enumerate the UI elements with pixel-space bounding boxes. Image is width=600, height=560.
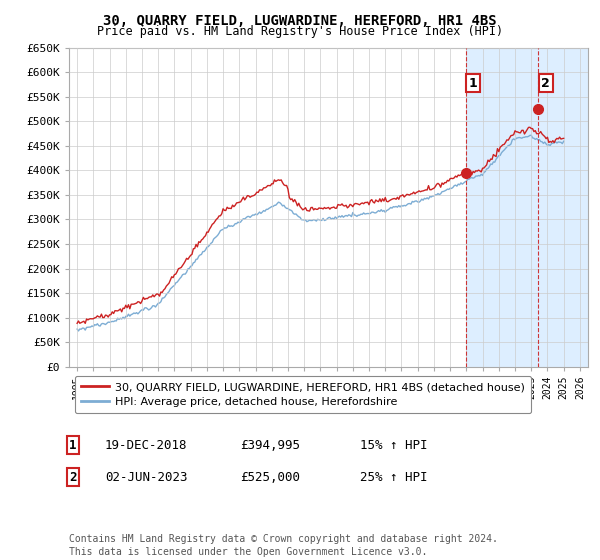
Text: 1: 1 <box>469 77 478 90</box>
Bar <box>466 48 588 367</box>
Text: £525,000: £525,000 <box>240 470 300 484</box>
Text: Price paid vs. HM Land Registry's House Price Index (HPI): Price paid vs. HM Land Registry's House … <box>97 25 503 38</box>
Legend: 30, QUARRY FIELD, LUGWARDINE, HEREFORD, HR1 4BS (detached house), HPI: Average p: 30, QUARRY FIELD, LUGWARDINE, HEREFORD, … <box>74 376 531 413</box>
Text: 02-JUN-2023: 02-JUN-2023 <box>105 470 187 484</box>
Text: £394,995: £394,995 <box>240 438 300 452</box>
Text: 19-DEC-2018: 19-DEC-2018 <box>105 438 187 452</box>
Text: 2: 2 <box>541 77 550 90</box>
Text: 25% ↑ HPI: 25% ↑ HPI <box>360 470 427 484</box>
Text: 30, QUARRY FIELD, LUGWARDINE, HEREFORD, HR1 4BS: 30, QUARRY FIELD, LUGWARDINE, HEREFORD, … <box>103 14 497 28</box>
Text: 15% ↑ HPI: 15% ↑ HPI <box>360 438 427 452</box>
Text: 1: 1 <box>69 438 77 452</box>
Text: 2: 2 <box>69 470 77 484</box>
Text: Contains HM Land Registry data © Crown copyright and database right 2024.
This d: Contains HM Land Registry data © Crown c… <box>69 534 498 557</box>
